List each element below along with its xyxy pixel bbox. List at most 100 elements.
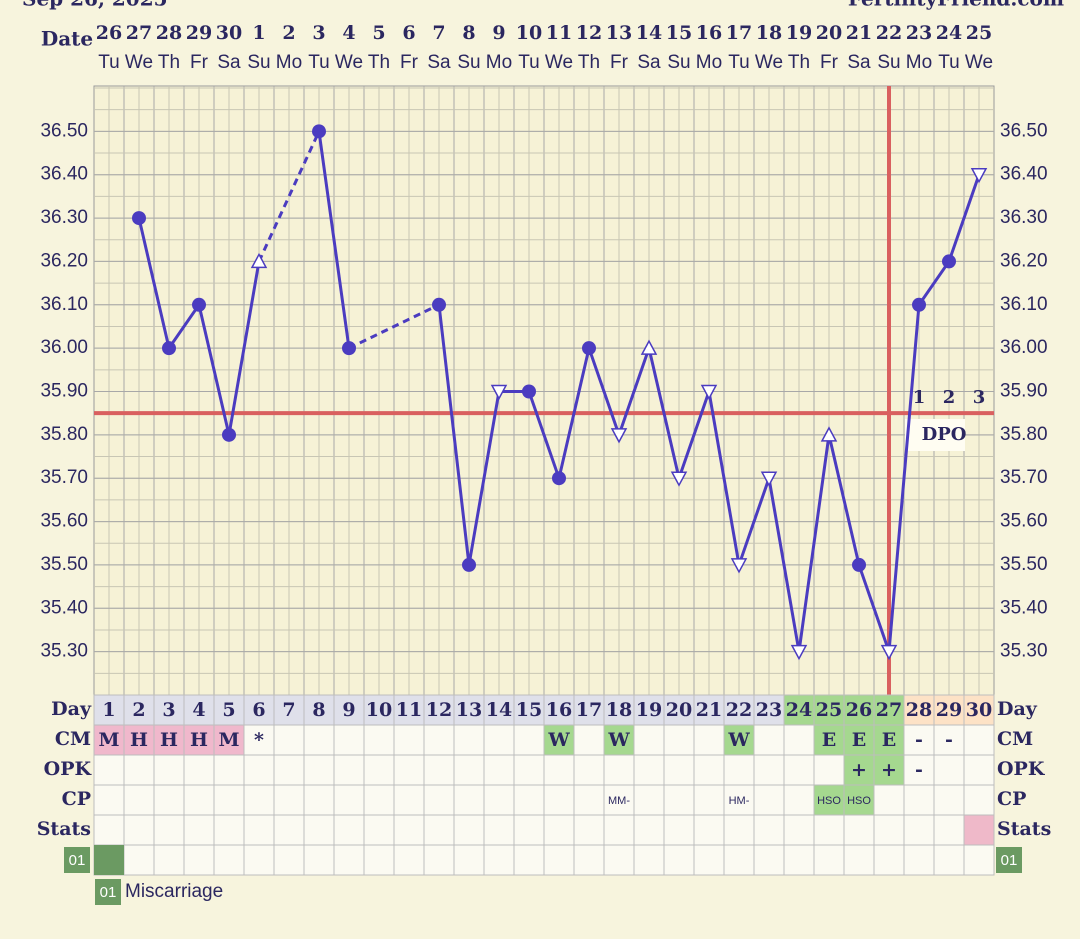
cell-text: 3 (162, 699, 175, 721)
date-label: 5 (372, 22, 385, 44)
table-cell (393, 724, 425, 756)
date-label: 11 (546, 22, 572, 44)
table-cell (963, 754, 995, 786)
table-cell (573, 694, 605, 726)
table-cell (483, 784, 515, 816)
dpo-label: DPO (922, 424, 967, 445)
y-tick-label: 36.10 (40, 294, 88, 315)
weekday-label: We (545, 52, 573, 73)
cell-text: 7 (282, 699, 295, 721)
row-label: Stats (37, 818, 91, 840)
cell-text: + (851, 759, 867, 781)
table-cell (903, 844, 935, 876)
table-cell (633, 724, 665, 756)
table-cell (273, 754, 305, 786)
table-cell (843, 724, 875, 756)
cell-text: 18 (606, 699, 632, 721)
y-tick-label: 36.30 (40, 207, 88, 228)
table-cell (423, 784, 455, 816)
table-cell (933, 724, 965, 756)
temp-point (880, 644, 898, 661)
y-tick-label: 35.80 (40, 424, 88, 445)
temp-point (790, 644, 808, 661)
table-cell (813, 814, 845, 846)
table-cell (753, 694, 785, 726)
table-cell (483, 694, 515, 726)
table-cell (423, 814, 455, 846)
date-label: 10 (516, 22, 542, 44)
date-label: 21 (846, 22, 872, 44)
table-cell (243, 814, 275, 846)
table-cell (183, 724, 215, 756)
y-tick-label-right: 36.50 (1000, 120, 1048, 141)
weekday-label: Sa (847, 52, 871, 73)
table-cell (303, 784, 335, 816)
table-cell (723, 784, 755, 816)
row-label: CP (62, 788, 91, 810)
weekday-label: Sa (637, 52, 661, 73)
temp-line (317, 131, 351, 349)
table-cell (303, 694, 335, 726)
table-cell (753, 844, 785, 876)
weekday-label: Tu (938, 52, 959, 73)
table-cell (933, 844, 965, 876)
row-label: CM (55, 728, 91, 750)
temp-point (970, 167, 988, 184)
weekday-label: Tu (518, 52, 539, 73)
weekday-label: We (755, 52, 783, 73)
table-cell (183, 844, 215, 876)
table-cell (243, 844, 275, 876)
table-cell (543, 844, 575, 876)
temp-point (162, 341, 176, 356)
cell-text: H (190, 729, 208, 751)
table-cell (213, 814, 245, 846)
date-label: 13 (606, 22, 632, 44)
table-cell (543, 814, 575, 846)
table-cell (363, 694, 395, 726)
y-tick-label: 35.50 (40, 554, 88, 575)
table-cell (513, 814, 545, 846)
temp-point (820, 426, 838, 442)
table-cell (363, 724, 395, 756)
table-cell (243, 754, 275, 786)
weekday-label: Tu (98, 52, 119, 73)
date-label: 9 (492, 22, 505, 44)
temp-point (342, 341, 356, 356)
date-label: 18 (756, 22, 782, 44)
table-cell (603, 694, 635, 726)
table-cell (753, 814, 785, 846)
cell-text: + (881, 759, 897, 781)
date-label: 22 (876, 22, 902, 44)
gap-connector (348, 303, 440, 350)
table-cell (123, 754, 155, 786)
date-label: 29 (186, 22, 212, 44)
weekday-label: Tu (728, 52, 749, 73)
weekday-label: Th (578, 52, 600, 73)
table-cell (903, 784, 935, 816)
table-cell (873, 814, 905, 846)
table-cell (453, 724, 485, 756)
temp-point (490, 384, 508, 401)
table-cell (273, 784, 305, 816)
cell-text: - (915, 759, 923, 781)
y-tick-label: 36.40 (40, 164, 88, 185)
table-cell (933, 814, 965, 846)
table-cell (933, 754, 965, 786)
weekday-label: We (125, 52, 153, 73)
cell-text: - (945, 729, 953, 751)
cell-text: 4 (192, 699, 205, 721)
table-cell (213, 844, 245, 876)
row-label: OPK (44, 758, 93, 780)
table-cell (393, 844, 425, 876)
date-label: 3 (312, 22, 325, 44)
table-cell (843, 754, 875, 786)
table-cell (723, 844, 755, 876)
table-cell (843, 844, 875, 876)
table-cell (963, 844, 995, 876)
table-cell (783, 754, 815, 786)
cell-text: * (254, 729, 264, 751)
table-cell (213, 784, 245, 816)
weekday-label: Su (667, 52, 690, 73)
y-tick-label-right: 36.20 (1000, 250, 1048, 271)
table-cell (783, 724, 815, 756)
